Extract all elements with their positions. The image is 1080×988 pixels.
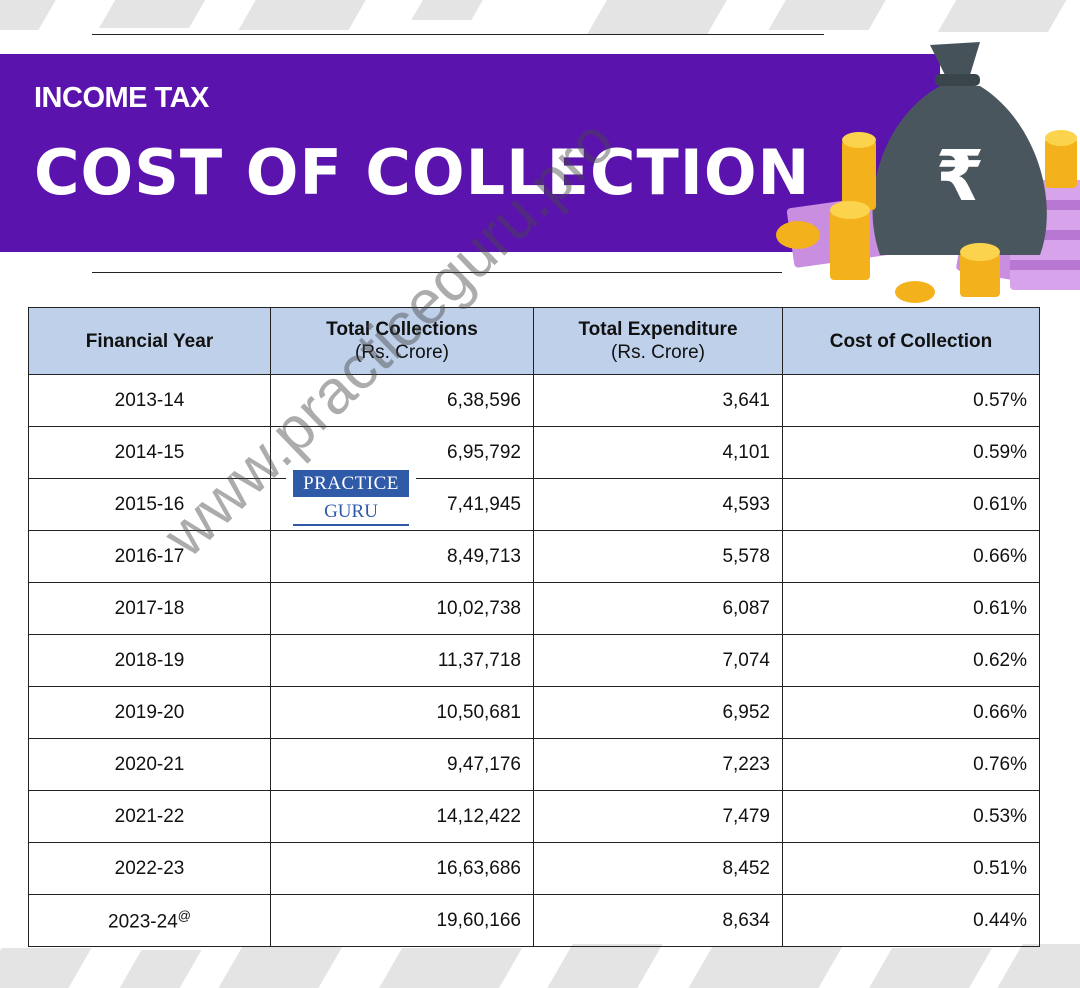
collections-cell: 11,37,718	[270, 634, 534, 687]
year-cell: 2023-24@	[28, 894, 271, 947]
year-cell: 2021-22	[28, 790, 271, 843]
cost-cell: 0.51%	[782, 842, 1040, 895]
collections-cell: 10,50,681	[270, 686, 534, 739]
expenditure-cell: 5,578	[533, 530, 783, 583]
table-row: 2018-19 11,37,718 7,074 0.62%	[28, 634, 1040, 687]
cost-cell: 0.76%	[782, 738, 1040, 791]
cost-cell: 0.66%	[782, 530, 1040, 583]
money-bag-icon	[872, 42, 1047, 255]
header-financial-year: Financial Year	[28, 307, 271, 375]
expenditure-cell: 7,223	[533, 738, 783, 791]
cost-cell: 0.44%	[782, 894, 1040, 947]
header-collections-unit: (Rs. Crore)	[355, 342, 449, 363]
year-cell: 2020-21	[28, 738, 271, 791]
year-cell: 2018-19	[28, 634, 271, 687]
year-cell: 2019-20	[28, 686, 271, 739]
table-row: 2019-20 10,50,681 6,952 0.66%	[28, 686, 1040, 739]
collections-cell: 16,63,686	[270, 842, 534, 895]
footnote-mark: @	[177, 907, 191, 923]
expenditure-cell: 4,593	[533, 478, 783, 531]
money-bag-illustration: ₹	[776, 42, 1080, 303]
expenditure-cell: 7,074	[533, 634, 783, 687]
cost-cell: 0.66%	[782, 686, 1040, 739]
year-cell: 2022-23	[28, 842, 271, 895]
table-row: 2017-18 10,02,738 6,087 0.61%	[28, 582, 1040, 635]
expenditure-cell: 6,087	[533, 582, 783, 635]
header-cost-of-collection: Cost of Collection	[782, 307, 1040, 375]
collections-cell: 8,49,713	[270, 530, 534, 583]
year-cell: 2017-18	[28, 582, 271, 635]
collections-cell: 6,38,596	[270, 374, 534, 427]
cost-cell: 0.59%	[782, 426, 1040, 479]
table-row: 2020-21 9,47,176 7,223 0.76%	[28, 738, 1040, 791]
table-row: 2023-24@ 19,60,166 8,634 0.44%	[28, 894, 1040, 947]
rupee-icon: ₹	[936, 135, 985, 217]
table-row: 2014-15 6,95,792 4,101 0.59%	[28, 426, 1040, 479]
logo-top-text: PRACTICE	[293, 470, 409, 497]
coin-stack-icon	[776, 130, 1077, 303]
expenditure-cell: 8,452	[533, 842, 783, 895]
title-banner	[0, 54, 940, 252]
bottom-rule	[92, 272, 782, 273]
cost-cell: 0.57%	[782, 374, 1040, 427]
collections-cell: 9,47,176	[270, 738, 534, 791]
header-expenditure-unit: (Rs. Crore)	[611, 342, 705, 363]
table-row: 2022-23 16,63,686 8,452 0.51%	[28, 842, 1040, 895]
top-rule	[92, 34, 824, 35]
expenditure-cell: 4,101	[533, 426, 783, 479]
year-cell: 2016-17	[28, 530, 271, 583]
practice-guru-logo: PRACTICE GURU	[286, 470, 416, 528]
expenditure-cell: 3,641	[533, 374, 783, 427]
cost-of-collection-table: Financial Year Total Collections (Rs. Cro…	[28, 307, 1040, 947]
cost-cell: 0.53%	[782, 790, 1040, 843]
table-header-row: Financial Year Total Collections (Rs. Cro…	[28, 307, 1040, 375]
banner-subtitle: INCOME TAX	[34, 82, 209, 114]
expenditure-cell: 8,634	[533, 894, 783, 947]
collections-cell: 10,02,738	[270, 582, 534, 635]
year-cell: 2013-14	[28, 374, 271, 427]
expenditure-cell: 6,952	[533, 686, 783, 739]
collections-cell: 14,12,422	[270, 790, 534, 843]
cost-cell: 0.61%	[782, 478, 1040, 531]
logo-bottom-text: GURU	[293, 500, 409, 526]
cost-cell: 0.62%	[782, 634, 1040, 687]
collections-cell: 19,60,166	[270, 894, 534, 947]
table-row: 2016-17 8,49,713 5,578 0.66%	[28, 530, 1040, 583]
table-row: 2021-22 14,12,422 7,479 0.53%	[28, 790, 1040, 843]
banner-title: COST OF COLLECTION	[34, 136, 811, 209]
table-row: 2013-14 6,38,596 3,641 0.57%	[28, 374, 1040, 427]
expenditure-cell: 7,479	[533, 790, 783, 843]
cost-cell: 0.61%	[782, 582, 1040, 635]
header-total-collections: Total Collections (Rs. Crore)	[270, 307, 534, 375]
header-total-expenditure: Total Expenditure (Rs. Crore)	[533, 307, 783, 375]
year-cell: 2014-15	[28, 426, 271, 479]
